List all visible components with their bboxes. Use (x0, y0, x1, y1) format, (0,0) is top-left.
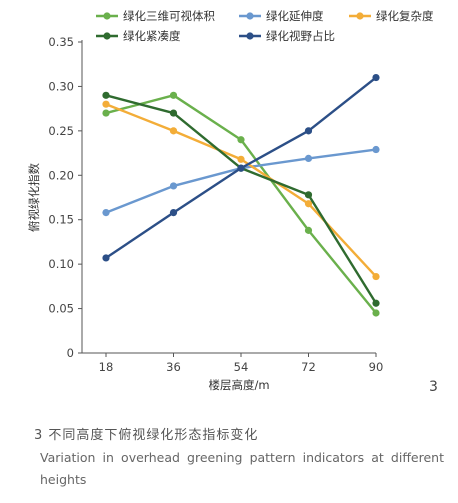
series-line (105, 94, 378, 304)
x-axis-label: 楼层高度/m (208, 378, 269, 392)
data-point (304, 226, 313, 234)
data-point (102, 254, 110, 262)
x-tick-label: 72 (301, 360, 316, 374)
caption-chinese: 3 不同高度下俯视绿化形态指标变化 (34, 428, 259, 443)
series-5 (102, 73, 380, 262)
figure-number: 3 (429, 379, 438, 395)
legend-label: 绿化紧凑度 (123, 29, 181, 43)
data-point (169, 109, 178, 117)
y-tick-label: 0.35 (48, 35, 74, 49)
legend-label: 绿化复杂度 (376, 9, 434, 23)
series-4 (102, 91, 380, 307)
x-tick-label: 18 (99, 360, 114, 374)
legend-label: 绿化视野占比 (266, 29, 335, 43)
series-3 (102, 100, 380, 281)
x-tick-label: 54 (234, 360, 249, 374)
legend-swatch-marker (246, 12, 254, 20)
legend-item: 绿化三维可视体积 (96, 9, 215, 23)
data-point (169, 209, 178, 217)
legend-label: 绿化延伸度 (266, 9, 324, 23)
data-point (304, 191, 313, 199)
y-tick-label: 0.05 (48, 302, 74, 316)
legend-swatch-marker (103, 12, 111, 20)
data-point (372, 272, 380, 281)
data-point (372, 145, 380, 154)
data-point (102, 109, 110, 117)
data-point (304, 154, 313, 163)
y-tick-label: 0.25 (48, 124, 74, 138)
series-line (105, 103, 377, 278)
legend-item: 绿化紧凑度 (96, 29, 181, 43)
data-point (102, 209, 110, 217)
data-point (237, 155, 245, 163)
series-line (105, 94, 377, 314)
data-point (372, 309, 380, 317)
data-point (169, 127, 178, 135)
data-point (304, 127, 313, 135)
caption-english: Variation in overhead greening pattern i… (40, 450, 444, 487)
data-point (304, 200, 313, 208)
data-point (237, 164, 245, 172)
y-tick-label: 0.15 (48, 213, 74, 227)
legend-item: 绿化视野占比 (239, 29, 335, 43)
legend-swatch-marker (103, 32, 111, 40)
data-point (372, 73, 380, 82)
y-axis-label: 俯视绿化指数 (27, 163, 41, 232)
y-tick-label: 0.30 (48, 79, 74, 93)
data-point (102, 91, 110, 99)
x-tick-label: 36 (166, 360, 181, 374)
data-point (102, 100, 110, 108)
series-1 (102, 91, 380, 317)
x-tick-label: 90 (369, 360, 384, 374)
axes: 0 0.05 0.10 0.15 0.20 0.25 0.30 0.35 18 36 54 72 90 楼… (27, 35, 383, 392)
legend-label: 绿化三维可视体积 (123, 9, 215, 23)
legend-swatch-marker (356, 12, 364, 20)
legend-swatch-marker (246, 32, 254, 40)
data-point (237, 136, 245, 144)
y-tick-label: 0.20 (48, 168, 74, 182)
data-point (169, 91, 178, 99)
data-point (372, 299, 380, 307)
series-lines (102, 73, 380, 317)
y-tick-label: 0.10 (48, 257, 74, 271)
legend-item: 绿化延伸度 (239, 9, 324, 23)
legend-item: 绿化复杂度 (349, 9, 434, 23)
data-point (169, 182, 178, 190)
y-tick-label: 0 (67, 346, 74, 360)
